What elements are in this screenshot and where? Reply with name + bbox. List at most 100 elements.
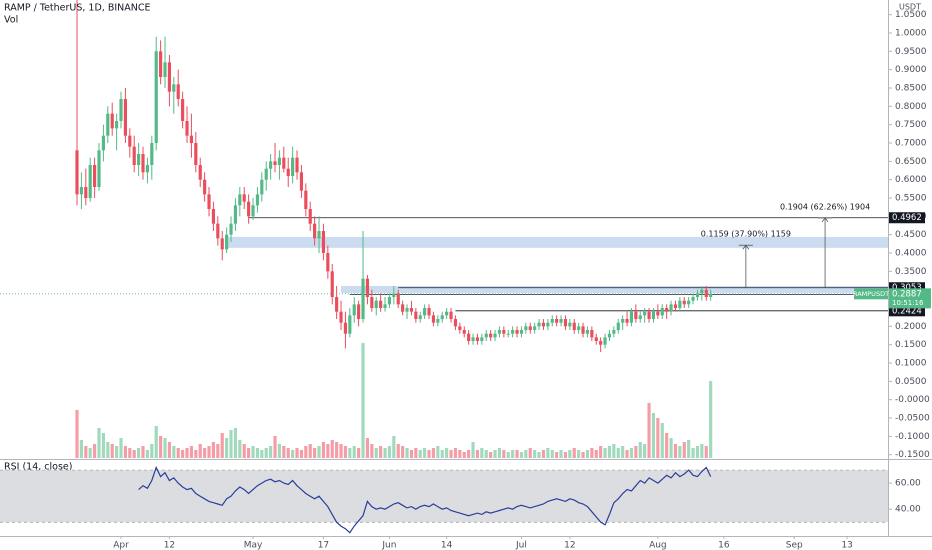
candle-body bbox=[445, 311, 449, 316]
symbol-box bbox=[854, 288, 888, 300]
candle-body bbox=[436, 319, 440, 323]
candle-body bbox=[137, 154, 141, 166]
y-tick-label: 0.8000 bbox=[895, 102, 927, 112]
candle-body bbox=[339, 311, 343, 323]
volume-bar bbox=[502, 450, 506, 458]
candle-body bbox=[396, 293, 400, 305]
volume-bar bbox=[361, 343, 365, 458]
candle-body bbox=[669, 304, 673, 312]
candle-body bbox=[141, 154, 145, 173]
volume-bar bbox=[93, 444, 97, 458]
volume-bar bbox=[326, 444, 330, 458]
candle-body bbox=[440, 315, 444, 320]
volume-bar bbox=[493, 450, 497, 458]
currency: USDT bbox=[899, 3, 921, 12]
candle-body bbox=[392, 293, 396, 298]
y-tick-label: 0.7000 bbox=[895, 139, 927, 149]
volume-bar bbox=[154, 426, 158, 458]
volume-bar bbox=[75, 410, 79, 458]
volume-bar bbox=[172, 446, 176, 458]
volume-bar bbox=[379, 446, 383, 458]
candle-body bbox=[405, 308, 409, 312]
candle-body bbox=[449, 311, 453, 320]
volume-bar bbox=[616, 448, 620, 458]
volume-bar bbox=[506, 452, 510, 458]
candle-body bbox=[93, 165, 97, 188]
candle-body bbox=[154, 51, 158, 144]
volume-bar bbox=[348, 448, 352, 458]
volume-bar bbox=[264, 448, 268, 458]
volume-bar bbox=[401, 446, 405, 458]
volume-bar bbox=[269, 446, 273, 458]
candle-body bbox=[458, 326, 462, 331]
candle-body bbox=[462, 330, 466, 334]
volume-bar bbox=[687, 440, 691, 458]
volume-bar bbox=[97, 428, 101, 458]
volume-bar bbox=[581, 452, 585, 458]
volume-bar bbox=[471, 442, 475, 458]
candle-body bbox=[673, 304, 678, 309]
candle-body bbox=[563, 319, 568, 327]
candle-body bbox=[709, 293, 713, 298]
volume-bar bbox=[497, 448, 502, 458]
volume-bar bbox=[137, 448, 141, 458]
candle-body bbox=[216, 223, 220, 239]
candle-body bbox=[471, 337, 475, 342]
volume-bar bbox=[405, 448, 409, 458]
volume-bar bbox=[467, 450, 471, 458]
volume-bar bbox=[304, 446, 308, 458]
candle-body bbox=[172, 84, 176, 92]
candle-body bbox=[678, 300, 682, 309]
candle-body bbox=[273, 161, 277, 166]
candle-body bbox=[194, 143, 198, 166]
volume-bar bbox=[387, 446, 392, 458]
level-price-box bbox=[889, 282, 925, 294]
volume-bar bbox=[625, 450, 629, 458]
candle-body bbox=[559, 319, 563, 323]
candle-body bbox=[106, 113, 110, 136]
candle-body bbox=[370, 297, 374, 309]
candle-body bbox=[291, 157, 295, 177]
volume-bar bbox=[427, 450, 431, 458]
volume-label: Vol bbox=[4, 15, 18, 26]
candle-body bbox=[647, 311, 651, 320]
x-tick-label: 12 bbox=[164, 541, 175, 550]
candle-body bbox=[308, 209, 312, 224]
candle-body bbox=[299, 172, 304, 191]
candle-body bbox=[84, 187, 88, 199]
level-price-box bbox=[889, 305, 925, 317]
x-tick-label: May bbox=[244, 541, 263, 550]
volume-bar bbox=[550, 450, 554, 458]
candle-body bbox=[229, 223, 233, 235]
candle-body bbox=[317, 231, 321, 239]
candle-body bbox=[550, 319, 554, 323]
volume-bar bbox=[220, 433, 224, 458]
candle-body bbox=[348, 315, 352, 334]
y-tick-label: 0.4000 bbox=[895, 249, 927, 259]
volume-bar bbox=[295, 448, 299, 458]
volume-bar bbox=[145, 450, 149, 458]
volume-bar bbox=[418, 450, 422, 458]
candle-body bbox=[695, 293, 700, 298]
volume-bar bbox=[475, 450, 480, 458]
candle-body bbox=[189, 135, 194, 144]
candle-body bbox=[383, 304, 387, 309]
candle-body bbox=[665, 308, 669, 312]
volume-bar bbox=[423, 448, 427, 458]
candle-body bbox=[700, 289, 704, 294]
candle-body bbox=[621, 319, 625, 323]
level-price-box bbox=[889, 212, 925, 224]
measure-label: 0.1904 (62.26%) 1904 bbox=[780, 202, 870, 211]
volume-bar bbox=[313, 448, 317, 458]
volume-bar bbox=[524, 450, 528, 458]
candle-body bbox=[150, 143, 154, 166]
candle-body bbox=[207, 194, 211, 210]
candle-body bbox=[357, 304, 361, 320]
candle-body bbox=[682, 300, 686, 305]
candle-body bbox=[277, 157, 282, 166]
x-tick-label: Aug bbox=[649, 541, 667, 550]
volume-bar bbox=[541, 450, 546, 458]
candle-body bbox=[233, 205, 238, 224]
volume-bar bbox=[110, 444, 114, 458]
